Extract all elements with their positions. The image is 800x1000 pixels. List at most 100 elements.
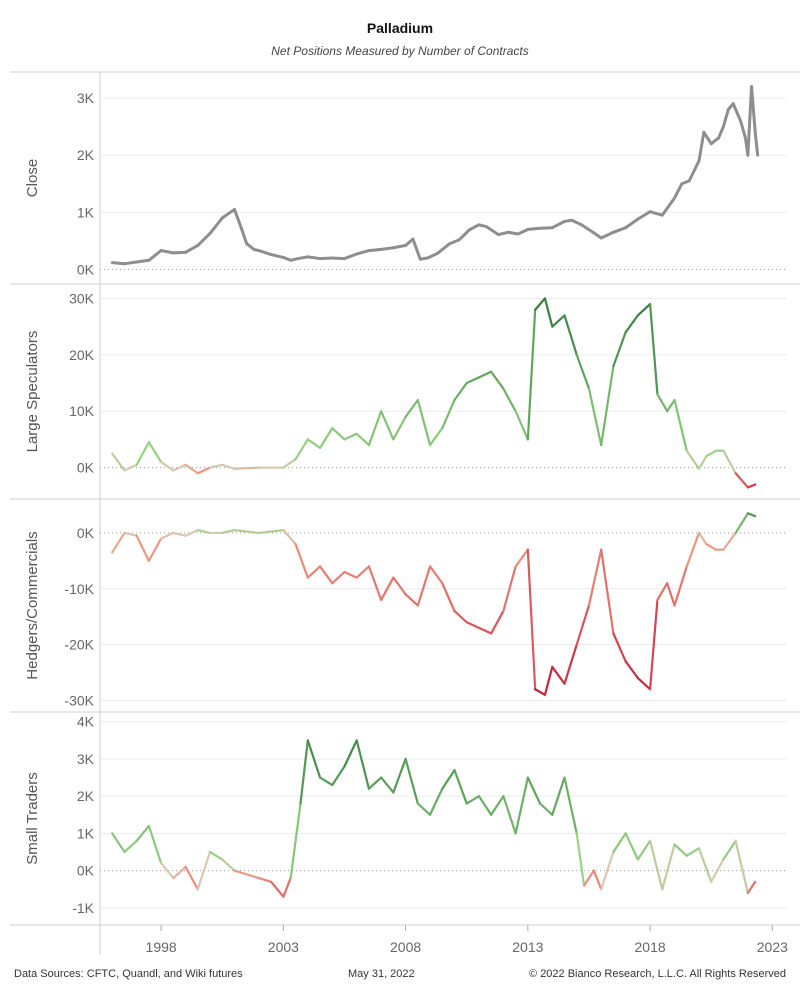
y-tick-label: 2K	[77, 147, 95, 163]
series-segment	[734, 512, 749, 535]
series-segment	[705, 542, 718, 551]
series-segment	[282, 458, 297, 469]
series-segment	[497, 230, 510, 237]
series-segment	[453, 769, 468, 805]
series-segment	[294, 542, 309, 579]
series-segment	[673, 843, 688, 857]
series-segment	[673, 182, 684, 200]
series-segment	[111, 832, 126, 854]
series-segment	[673, 398, 688, 452]
series-segment	[697, 130, 706, 163]
series-segment	[490, 370, 505, 390]
series-segment	[467, 223, 481, 232]
series-segment	[570, 218, 584, 227]
series-segment	[575, 832, 586, 887]
series-segment	[453, 609, 468, 624]
series-segment	[160, 460, 175, 472]
series-segment	[739, 119, 747, 140]
series-segment	[673, 565, 688, 607]
series-segment	[184, 243, 200, 254]
series-segment	[697, 531, 708, 546]
chart-title: Palladium	[366, 20, 434, 36]
series-segment	[575, 353, 591, 390]
series-segment	[753, 130, 760, 157]
series-segment	[746, 880, 757, 895]
series-segment	[367, 776, 383, 790]
series-segment	[477, 370, 493, 379]
series-segment	[666, 398, 676, 413]
series-segment	[416, 398, 432, 447]
x-tick-label: 2018	[635, 939, 666, 955]
series-segment	[656, 582, 669, 602]
series-segment	[722, 449, 737, 475]
series-segment	[404, 757, 419, 805]
series-segment	[465, 621, 481, 629]
series-segment	[717, 125, 725, 140]
series-segment	[122, 260, 139, 266]
series-segment	[563, 314, 578, 356]
series-segment	[612, 632, 627, 663]
y-axis-label: Small Traders	[24, 772, 41, 865]
series-segment	[159, 249, 175, 255]
x-tick-label: 1998	[146, 939, 177, 955]
series-segment	[416, 565, 432, 607]
series-segment	[526, 226, 542, 231]
series-segment	[306, 438, 322, 449]
series-segment	[516, 227, 530, 236]
series-segment	[484, 225, 501, 237]
series-segment	[587, 387, 603, 447]
series-segment	[697, 847, 713, 883]
y-tick-label: 0K	[77, 261, 95, 277]
series-segment	[611, 226, 628, 234]
series-segment	[331, 570, 346, 585]
series-segment	[624, 660, 639, 680]
y-tick-label: 4K	[77, 714, 95, 730]
series-segment	[416, 802, 432, 816]
series-segment	[697, 455, 708, 470]
series-segment	[380, 776, 395, 794]
series-segment	[269, 253, 285, 259]
y-tick-label: 20K	[69, 347, 95, 363]
y-tick-label: 3K	[77, 751, 95, 767]
series-segment	[426, 251, 439, 260]
series-segment	[318, 565, 334, 585]
series-segment	[404, 398, 419, 418]
series-segment	[722, 531, 737, 551]
series-segment	[612, 832, 627, 854]
series-segment	[636, 302, 652, 317]
series-segment	[705, 449, 718, 458]
series-segment	[240, 227, 249, 246]
y-tick-label: 30K	[69, 290, 95, 306]
series-segment	[526, 548, 537, 691]
series-segment	[490, 609, 505, 635]
series-segment	[367, 410, 383, 447]
series-segment	[465, 795, 481, 805]
series-segment	[208, 463, 224, 469]
series-segment	[477, 626, 493, 635]
series-segment	[477, 795, 493, 816]
series-segment	[184, 865, 199, 891]
series-segment	[656, 393, 669, 413]
series-segment	[282, 529, 297, 546]
series-segment	[514, 776, 529, 835]
y-tick-label: 0K	[77, 863, 95, 879]
series-segment	[380, 576, 395, 602]
series-segment	[660, 196, 677, 217]
series-segment	[702, 130, 713, 146]
series-segment	[731, 102, 743, 123]
series-segment	[514, 548, 529, 568]
series-segment	[685, 847, 701, 857]
series-segment	[379, 246, 395, 251]
series-segment	[135, 534, 150, 562]
series-segment	[257, 249, 273, 257]
series-segment	[208, 216, 224, 235]
series-segment	[502, 387, 517, 413]
series-segment	[343, 739, 358, 768]
series-segment	[355, 739, 371, 790]
series-segment	[367, 565, 383, 602]
series-segment	[411, 237, 422, 261]
series-segment	[441, 582, 456, 613]
series-segment	[331, 427, 346, 441]
series-segment	[123, 463, 138, 472]
